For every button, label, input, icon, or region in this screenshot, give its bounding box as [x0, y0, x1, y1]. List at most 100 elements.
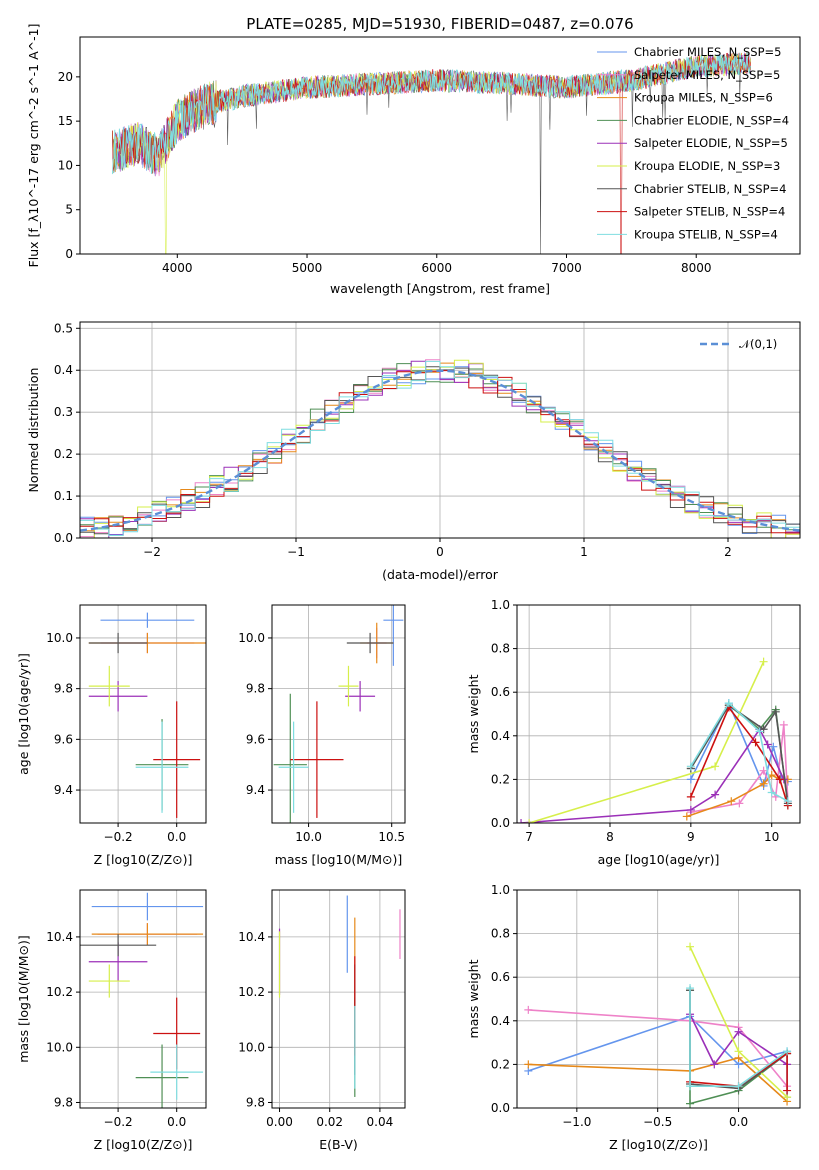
mass-weight-marker	[686, 805, 695, 814]
y-tick-label: 0.6	[491, 685, 510, 699]
x-tick-label: 6000	[421, 261, 452, 275]
legend-label: Kroupa MILES, N_SSP=6	[634, 91, 773, 105]
mass-weight-line-5	[528, 661, 765, 823]
mass-weight-marker	[734, 1027, 743, 1036]
gaussian-curve	[80, 369, 800, 532]
axes-frame	[79, 889, 207, 1109]
y-tick-label: 0.8	[491, 642, 510, 656]
mass-weight-line-8	[689, 988, 788, 1087]
panel-age_vs_Z: −0.2 0.0 9.4 9.6 9.8 10.0 Z [log10(Z/Z⊙)] age […	[16, 604, 207, 867]
panel-spectrum: 4000 5000 6000 7000 8000 0 5 10 15 20 wavelength […	[26, 24, 801, 296]
y-tick-label: 0.0	[491, 816, 510, 830]
y-axis-label: Flux [f_λ10^-17 erg cm^-2 s^-1 A^-1]	[26, 24, 41, 268]
x-tick-label: 4000	[162, 261, 193, 275]
x-axis-label: (data-model)/error	[382, 567, 499, 582]
x-tick-label: 0.0	[167, 830, 186, 844]
x-axis-label: E(B-V)	[319, 1137, 358, 1152]
y-tick-label: 10.0	[46, 631, 73, 645]
plot-area-massweight_vs_age	[517, 657, 792, 823]
y-tick-label: 9.4	[246, 783, 265, 797]
mass-weight-marker	[524, 1060, 533, 1069]
y-tick-label: 10	[58, 158, 73, 172]
axes-frame	[516, 604, 801, 824]
mass-weight-marker	[751, 738, 760, 747]
y-tick-label: 9.6	[54, 732, 73, 746]
y-tick-label: 9.8	[246, 682, 265, 696]
y-tick-label: 0.2	[491, 772, 510, 786]
y-axis-label: Normed distribution	[26, 368, 41, 493]
y-tick-label: 0.3	[54, 405, 73, 419]
y-tick-label: 20	[58, 70, 73, 84]
mass-weight-marker	[686, 1099, 695, 1108]
axes-frame	[271, 604, 406, 824]
y-tick-label: 9.4	[54, 783, 73, 797]
y-tick-label: 10.4	[46, 930, 73, 944]
axes-frame	[79, 604, 207, 824]
y-tick-label: 15	[58, 114, 73, 128]
x-tick-label: −0.2	[104, 830, 133, 844]
legend-label: Salpeter MILES, N_SSP=5	[634, 68, 780, 82]
y-tick-label: 10.2	[238, 985, 265, 999]
mass-weight-marker	[759, 725, 768, 734]
mass-weight-marker	[724, 699, 733, 708]
y-tick-label: 0.6	[491, 970, 510, 984]
x-tick-label: −0.5	[643, 1115, 672, 1129]
y-tick-label: 10.0	[238, 631, 265, 645]
mass-weight-marker	[734, 1082, 743, 1091]
legend-label: Chabrier ELODIE, N_SSP=4	[634, 113, 789, 127]
panel-massweight_vs_age: 7 8 9 10 0.0 0.2 0.4 0.6 0.8 1.0 age [log10(age/yr…	[466, 598, 801, 867]
mass-weight-marker	[771, 707, 780, 716]
panel-age_vs_mass: 10.0 10.5 9.4 9.6 9.8 10.0 mass [log10(M/M⊙)]	[238, 604, 406, 867]
x-tick-label: 0.0	[729, 1115, 748, 1129]
x-tick-label: 0.0	[167, 1115, 186, 1129]
y-tick-label: 0.5	[54, 321, 73, 335]
y-axis-label: mass [log10(M/M⊙)]	[16, 935, 31, 1063]
x-tick-label: −0.2	[104, 1115, 133, 1129]
x-tick-label: 0.02	[316, 1115, 343, 1129]
y-tick-label: 9.6	[246, 732, 265, 746]
mass-weight-line-8	[690, 701, 789, 802]
legend-label: Salpeter ELODIE, N_SSP=5	[634, 136, 788, 150]
axes-frame	[271, 889, 406, 1109]
y-tick-label: 0.4	[491, 729, 510, 743]
x-axis-label: mass [log10(M/M⊙)]	[275, 852, 403, 867]
mass-weight-marker	[763, 740, 772, 749]
x-tick-label: 8000	[681, 261, 712, 275]
x-tick-label: 8	[606, 830, 614, 844]
legend-label: Salpeter STELIB, N_SSP=4	[634, 205, 785, 219]
plot-area-mass_vs_Z	[80, 892, 204, 1108]
mass-weight-line-7	[689, 1051, 788, 1091]
mass-weight-marker	[686, 775, 695, 784]
x-tick-label: 10.5	[378, 830, 405, 844]
plot-area-massweight_vs_Z	[524, 942, 792, 1108]
mass-weight-marker	[779, 720, 788, 729]
y-tick-label: 1.0	[491, 598, 510, 612]
panel-massweight_vs_Z: −1.0 −0.5 0.0 0.0 0.2 0.4 0.6 0.8 1.0 Z [log10(Z/…	[466, 883, 801, 1152]
y-tick-label: 10.2	[46, 985, 73, 999]
mass-weight-marker	[783, 1086, 792, 1095]
x-tick-label: 7000	[551, 261, 582, 275]
mass-weight-marker	[775, 775, 784, 784]
mass-weight-marker	[711, 790, 720, 799]
residual-histogram-4	[80, 360, 800, 538]
mass-weight-line-4	[689, 1013, 788, 1066]
y-tick-label: 9.8	[54, 1095, 73, 1109]
x-axis-label: Z [log10(Z/Z⊙)]	[94, 1137, 193, 1152]
panel-mass_vs_ebv: 0.00 0.02 0.04 9.8 10.0 10.2 10.4 E(B-V)	[238, 889, 406, 1152]
plot-area-residuals	[80, 359, 800, 538]
mass-weight-marker	[711, 762, 720, 771]
y-tick-label: 1.0	[491, 883, 510, 897]
legend-label-gaussian: 𝒩(0,1)	[739, 337, 777, 351]
x-tick-label: −1.0	[562, 1115, 591, 1129]
mass-weight-marker	[783, 1047, 792, 1056]
y-tick-label: 0.2	[54, 447, 73, 461]
y-tick-label: 5	[65, 203, 73, 217]
y-tick-label: 0.1	[54, 489, 73, 503]
panel-residuals: −2 −1 0 1 2 0.0 0.1 0.2 0.3 0.4 0.5 𝒩(0,1) (data-mod…	[26, 321, 801, 582]
y-tick-label: 10.0	[238, 1040, 265, 1054]
x-axis-label: Z [log10(Z/Z⊙)]	[94, 852, 193, 867]
mass-weight-marker	[517, 819, 526, 823]
mass-weight-line-1	[528, 1009, 788, 1087]
plot-area-spectrum	[111, 51, 752, 254]
